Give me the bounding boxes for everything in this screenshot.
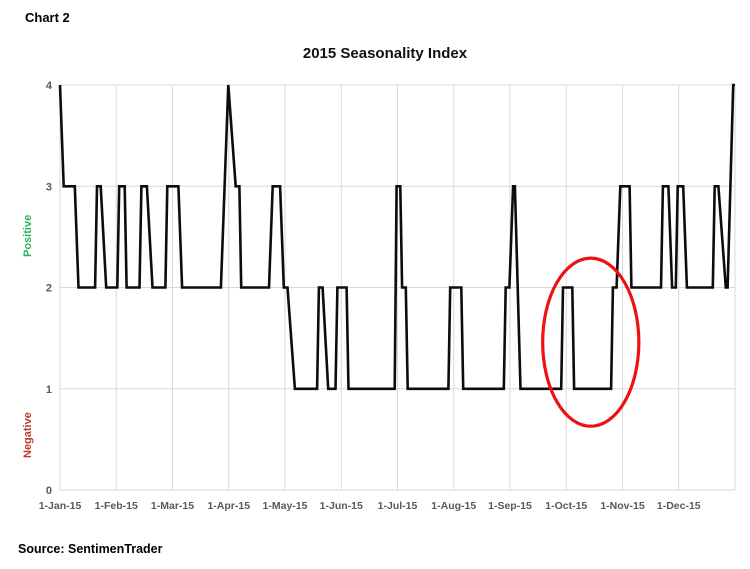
x-tick-label: 1-Sep-15 (488, 500, 532, 512)
x-tick-label: 1-Dec-15 (657, 500, 701, 512)
x-tick-label: 1-Jul-15 (378, 500, 418, 512)
x-tick-label: 1-Jun-15 (320, 500, 363, 512)
x-tick-label: 1-Aug-15 (431, 500, 476, 512)
x-tick-label: 1-Apr-15 (207, 500, 250, 512)
x-tick-label: 1-Feb-15 (95, 500, 138, 512)
source-label: Source: SentimenTrader (18, 542, 163, 556)
seasonality-line (58, 83, 735, 391)
x-tick-label: 1-Nov-15 (600, 500, 645, 512)
y-tick-label: 0 (46, 485, 52, 497)
x-tick-label: 1-Mar-15 (151, 500, 194, 512)
y-tick-label: 3 (46, 181, 52, 193)
x-tick-label: 1-Oct-15 (545, 500, 587, 512)
y-tick-label: 4 (46, 80, 53, 92)
x-tick-label: 1-Jan-15 (39, 500, 82, 512)
x-tick-label: 1-May-15 (263, 500, 308, 512)
highlight-ellipse-annotation (541, 256, 641, 428)
y-tick-label: 2 (46, 283, 52, 295)
seasonality-chart: 0 1 2 3 4 1-Jan-15 1-Feb-15 1-Mar-15 1-Apr-15 1-M… (39, 80, 736, 512)
chart-number-label: Chart 2 (25, 10, 70, 25)
y-tick-label: 1 (46, 384, 52, 396)
chart-title: 2015 Seasonality Index (302, 45, 468, 62)
